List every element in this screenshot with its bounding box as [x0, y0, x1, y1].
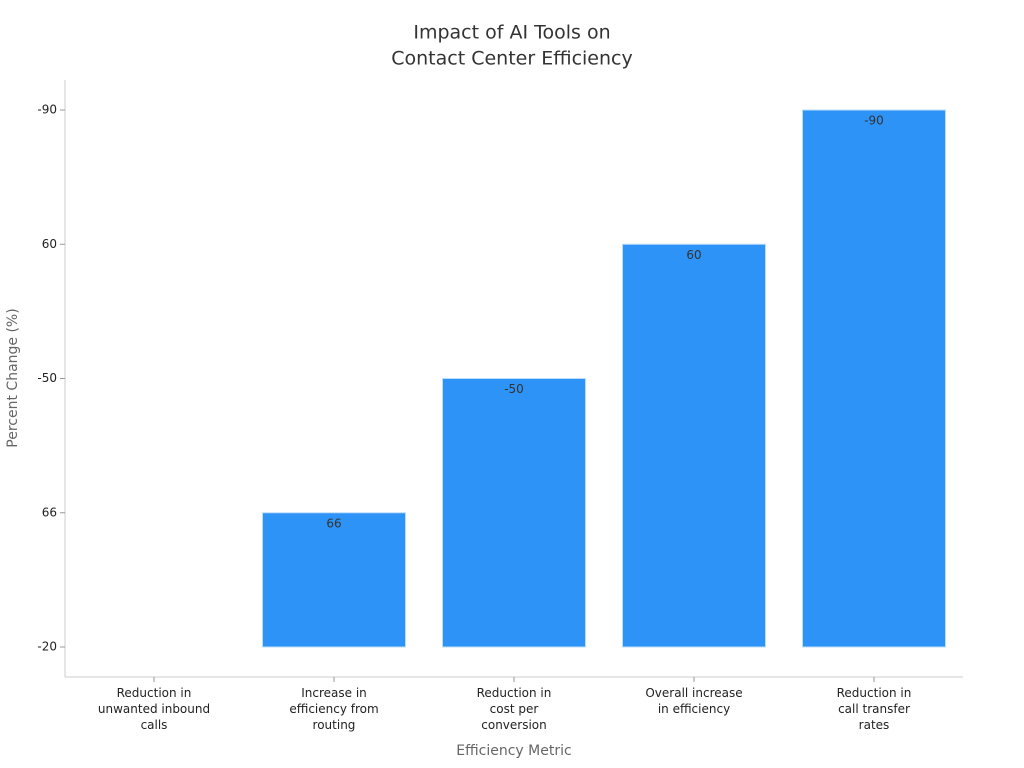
chart-title: Contact Center Efficiency: [391, 48, 632, 70]
y-tick-label: -50: [37, 371, 57, 385]
chart-title: Impact of AI Tools on: [413, 22, 610, 44]
x-tick-label: Overall increase in efficiency: [645, 686, 742, 716]
y-axis-label: Percent Change (%): [5, 308, 21, 447]
data-label: 60: [686, 248, 701, 262]
x-tick-label: Increase in efficiency from routing: [289, 686, 378, 732]
y-tick-label: -90: [37, 103, 57, 117]
bar: [442, 378, 586, 648]
data-label: 66: [326, 516, 341, 530]
x-tick-label: Reduction in cost per conversion: [477, 686, 552, 732]
x-tick-label: Reduction in unwanted inbound calls: [98, 686, 210, 732]
bar: [802, 109, 946, 648]
x-tick-label: Reduction in call transfer rates: [837, 686, 912, 732]
x-axis-label: Efficiency Metric: [456, 743, 571, 759]
y-tick-label: 60: [42, 237, 57, 251]
bar: [622, 243, 766, 648]
y-tick-label: -20: [37, 640, 57, 654]
bar: [262, 512, 406, 648]
data-label: -90: [864, 114, 884, 128]
y-tick-label: 66: [42, 505, 57, 519]
data-label: -50: [504, 382, 524, 396]
